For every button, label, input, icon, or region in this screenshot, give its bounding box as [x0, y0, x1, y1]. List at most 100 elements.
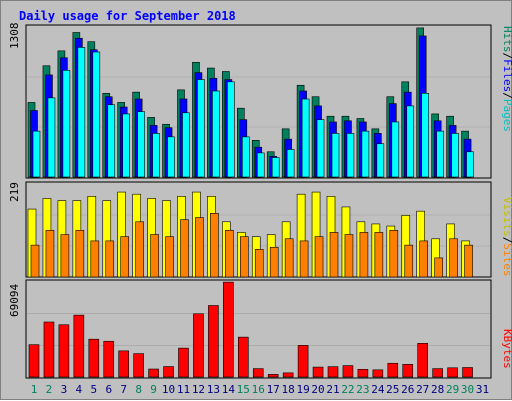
bar-sites-day-4 — [75, 229, 85, 278]
bar-pages-day-8 — [137, 111, 145, 178]
x-label-day-5: 5 — [90, 383, 97, 396]
bar-kbytes-day-19 — [297, 345, 309, 378]
bar-pages-day-4 — [77, 47, 86, 178]
bar-kbytes-day-22 — [342, 365, 354, 378]
bar-sites-day-1 — [30, 244, 40, 278]
middle-ymax-label: 219 — [8, 182, 21, 202]
bar-kbytes-day-2 — [43, 321, 55, 378]
x-label-day-25: 25 — [386, 383, 399, 396]
x-label-day-23: 23 — [356, 383, 369, 396]
bar-sites-day-25 — [389, 229, 399, 278]
bar-kbytes-day-25 — [387, 362, 399, 378]
bar-kbytes-day-26 — [402, 364, 414, 378]
bar-kbytes-day-28 — [432, 368, 443, 378]
bar-sites-day-14 — [225, 229, 234, 278]
bar-sites-day-18 — [284, 238, 294, 278]
x-label-day-13: 13 — [207, 383, 220, 396]
x-label-day-20: 20 — [311, 383, 324, 396]
bar-sites-day-7 — [120, 236, 129, 278]
bar-kbytes-day-21 — [327, 366, 339, 378]
x-label-day-7: 7 — [120, 383, 127, 396]
bar-pages-day-28 — [436, 130, 444, 178]
bar-kbytes-day-4 — [73, 314, 85, 378]
bar-kbytes-day-3 — [58, 324, 70, 378]
bar-sites-day-26 — [404, 244, 414, 278]
bar-pages-day-16 — [256, 152, 265, 178]
bar-pages-day-2 — [47, 97, 56, 178]
bar-sites-day-28 — [434, 257, 443, 278]
legend-kbytes: KBytes — [501, 329, 512, 369]
bar-sites-day-30 — [464, 244, 473, 278]
bar-pages-day-23 — [361, 130, 370, 178]
bar-pages-day-21 — [331, 133, 340, 178]
bar-pages-day-26 — [406, 105, 415, 178]
bar-pages-day-29 — [451, 133, 459, 178]
x-axis-labels: 1 2 3 4 5 6 7 8 9 10 11 12 13 14 15 16 17 18 19 20 21 22 23 24 2… — [31, 383, 489, 396]
svg-text:Hits/Files/Pages: Hits/Files/Pages — [501, 26, 512, 132]
bar-sites-day-6 — [105, 240, 115, 278]
bar-pages-day-5 — [92, 51, 101, 178]
x-label-day-31: 31 — [476, 383, 489, 396]
bar-pages-day-27 — [421, 92, 430, 178]
x-label-day-1: 1 — [31, 383, 38, 396]
bar-kbytes-day-15 — [238, 336, 249, 378]
top-legend: Hits/Files/Pages — [501, 26, 512, 132]
x-label-day-21: 21 — [326, 383, 339, 396]
bar-pages-day-9 — [152, 133, 160, 178]
x-label-day-27: 27 — [416, 383, 429, 396]
svg-text:Visits/Sites: Visits/Sites — [501, 197, 512, 277]
bar-pages-day-10 — [167, 136, 175, 178]
chart-title: Daily usage for September 2018 — [19, 9, 236, 23]
bar-sites-day-23 — [359, 232, 369, 278]
bar-sites-day-22 — [344, 234, 354, 278]
x-label-day-9: 9 — [150, 383, 157, 396]
bar-sites-day-11 — [180, 219, 189, 278]
bar-pages-day-20 — [316, 119, 325, 178]
bar-pages-day-14 — [227, 81, 235, 178]
bar-pages-day-18 — [286, 149, 295, 178]
bar-sites-day-21 — [329, 232, 339, 278]
bar-kbytes-day-18 — [282, 372, 294, 378]
bar-pages-day-6 — [107, 104, 116, 178]
bar-sites-day-5 — [90, 240, 100, 278]
x-label-day-4: 4 — [76, 383, 83, 396]
x-label-day-6: 6 — [105, 383, 112, 396]
bar-pages-day-1 — [32, 130, 41, 178]
bar-kbytes-day-30 — [462, 367, 473, 378]
bottom-legend: KBytes — [501, 329, 512, 369]
bar-kbytes-day-11 — [178, 347, 189, 378]
bar-sites-day-24 — [374, 232, 384, 278]
bar-pages-day-15 — [242, 136, 250, 178]
legend-separator: / — [501, 53, 512, 60]
legend-separator: / — [501, 92, 512, 99]
x-label-day-8: 8 — [135, 383, 142, 396]
bar-sites-day-10 — [165, 236, 174, 278]
bar-kbytes-day-13 — [208, 305, 219, 378]
x-label-day-19: 19 — [296, 383, 309, 396]
bar-kbytes-day-9 — [148, 368, 159, 378]
bar-sites-day-13 — [210, 213, 219, 278]
bar-pages-day-22 — [346, 133, 355, 178]
x-label-day-17: 17 — [267, 383, 280, 396]
legend-sites: Sites — [501, 243, 512, 276]
bar-sites-day-27 — [419, 240, 429, 278]
bar-kbytes-day-24 — [372, 369, 384, 378]
x-label-day-14: 14 — [222, 383, 236, 396]
legend-files: Files — [501, 59, 512, 92]
bar-kbytes-day-1 — [28, 344, 40, 378]
x-label-day-2: 2 — [46, 383, 53, 396]
bar-sites-day-29 — [449, 238, 458, 278]
x-label-day-15: 15 — [237, 383, 250, 396]
bar-pages-day-17 — [271, 157, 280, 178]
bar-pages-day-12 — [197, 79, 205, 178]
bar-sites-day-8 — [135, 221, 144, 278]
x-label-day-12: 12 — [192, 383, 205, 396]
bottom-ymax-label: 69094 — [8, 284, 21, 317]
x-label-day-22: 22 — [341, 383, 354, 396]
bar-sites-day-3 — [60, 234, 70, 278]
x-label-day-11: 11 — [177, 383, 190, 396]
bar-kbytes-day-7 — [118, 350, 129, 378]
bar-kbytes-day-17 — [267, 374, 279, 378]
bar-kbytes-day-10 — [163, 366, 174, 378]
